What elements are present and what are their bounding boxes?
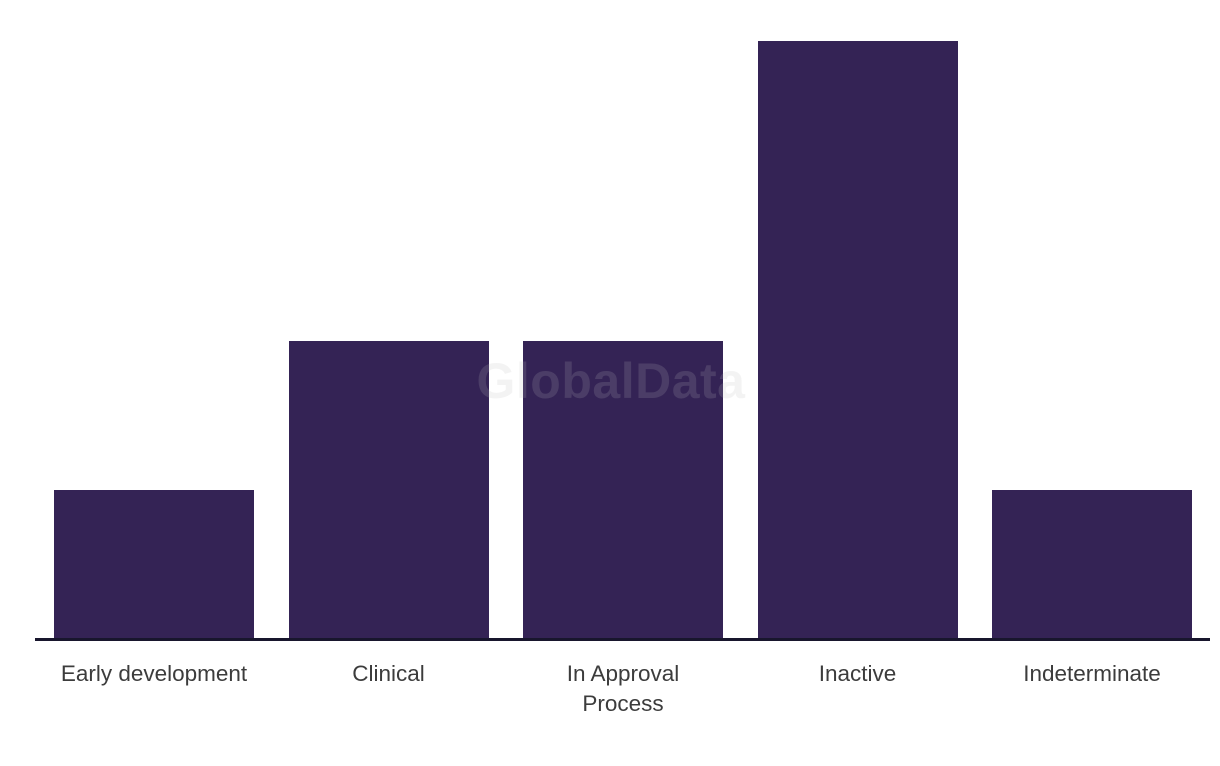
bar-early-development: [54, 490, 254, 640]
bar-indeterminate: [992, 490, 1192, 640]
bars-container: [54, 41, 1192, 640]
x-axis-label: Clinical: [352, 661, 425, 686]
bar-in-approval-process: [523, 340, 723, 640]
x-axis-label: In Approval Process: [566, 661, 680, 716]
bar-clinical: [288, 340, 489, 640]
x-axis-labels: Early development Clinical In Approval Pro…: [54, 659, 1192, 719]
x-axis-label: Inactive: [818, 661, 897, 686]
x-axis-label: Early development: [60, 661, 248, 686]
x-axis-label: Indeterminate: [1023, 661, 1161, 686]
x-axis-line: [35, 638, 1210, 641]
bar-inactive: [757, 41, 958, 640]
